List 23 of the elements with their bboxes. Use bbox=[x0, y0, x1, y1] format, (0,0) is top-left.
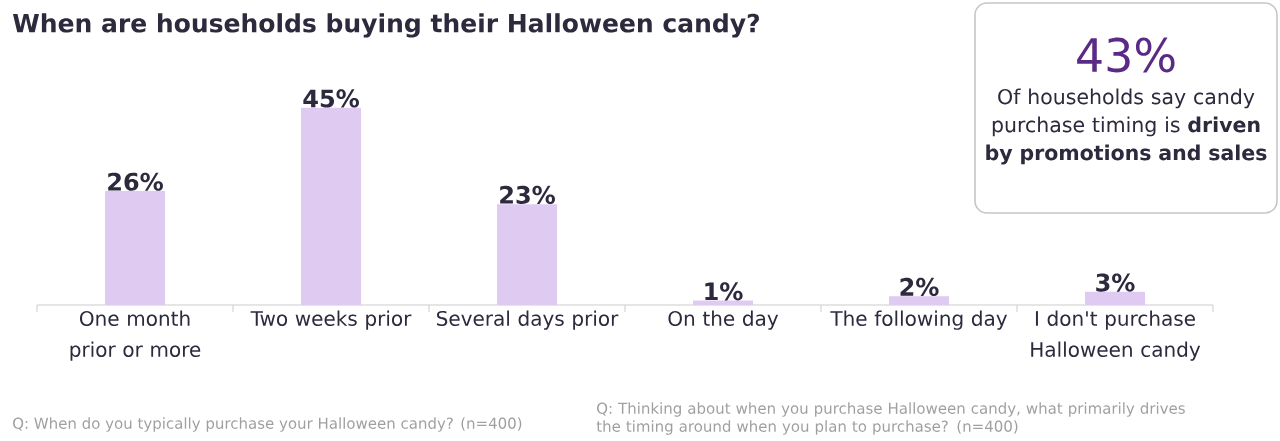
bar bbox=[497, 204, 557, 305]
text: Q: When do you typically purchase your Halloween candy? (n=400) bbox=[13, 417, 522, 432]
bar bbox=[1084, 291, 1145, 305]
x-tick-label: On the day bbox=[668, 310, 779, 330]
data-label: 2% bbox=[900, 277, 939, 297]
x-tick-label: Two weeks prior bbox=[250, 310, 412, 330]
data-label: 45% bbox=[303, 89, 359, 108]
text: 43% bbox=[1077, 37, 1175, 73]
x-tick-label: I don't purchase Halloween candy bbox=[1031, 310, 1201, 361]
text: Q: Thinking about when you purchase Halloween candy, what primarily drives the timing around when you plan to purchase? (n=400) bbox=[596, 402, 1185, 435]
data-label: 3% bbox=[1096, 273, 1135, 292]
data-label: 26% bbox=[108, 172, 163, 191]
bar bbox=[693, 300, 753, 305]
annotation: Of households say candy purchase timing is driven by promotions and sales bbox=[986, 88, 1267, 165]
data-label: 23% bbox=[500, 185, 555, 204]
chart-title: When are households buying their Halloween candy? bbox=[12, 13, 759, 38]
x-tick-label: Several days prior bbox=[437, 310, 619, 330]
bar bbox=[105, 191, 166, 305]
data-label: 1% bbox=[705, 282, 743, 301]
bar bbox=[889, 296, 949, 305]
x-tick-label: One month prior or more bbox=[70, 310, 201, 361]
bar bbox=[301, 107, 362, 305]
x-tick-label: The following day bbox=[830, 310, 1008, 330]
